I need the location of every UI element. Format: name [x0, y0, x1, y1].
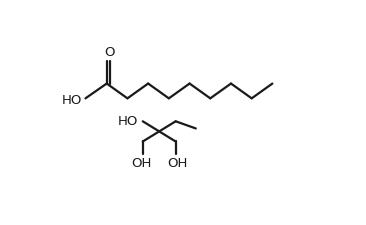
Text: HO: HO — [62, 93, 83, 106]
Text: OH: OH — [131, 157, 152, 169]
Text: HO: HO — [118, 115, 138, 127]
Text: OH: OH — [167, 157, 187, 169]
Text: O: O — [105, 46, 115, 58]
